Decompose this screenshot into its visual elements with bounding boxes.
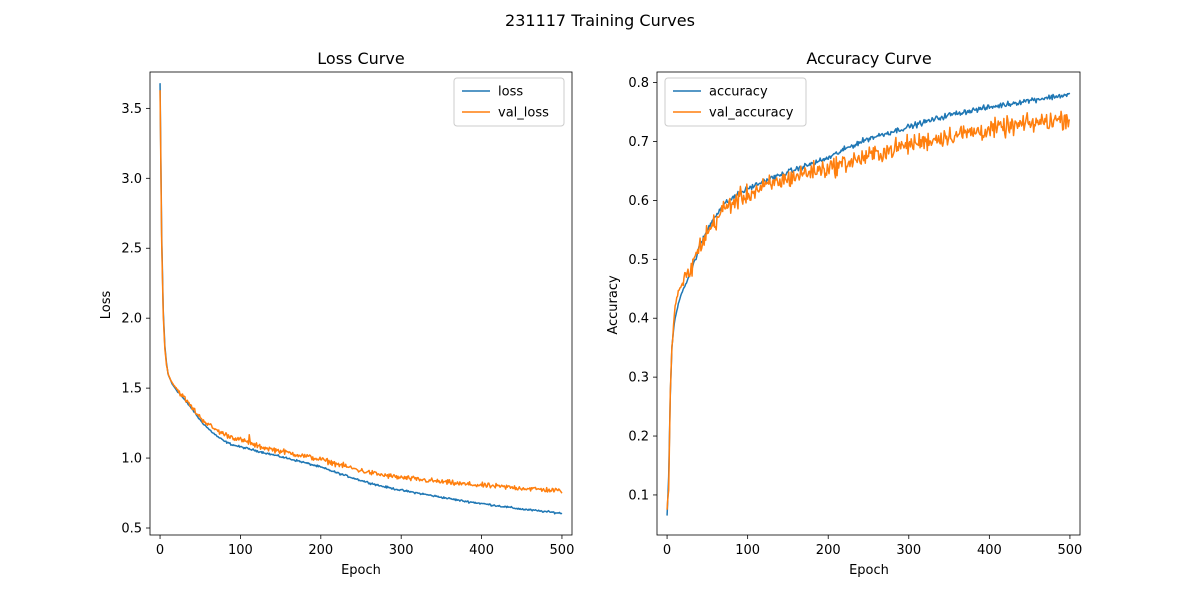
loss-legend: loss val_loss <box>453 77 565 127</box>
accuracy-y-axis-label: Accuracy <box>606 275 621 335</box>
accuracy-x-tick-label: 500 <box>1058 543 1083 558</box>
figure-title: 231117 Training Curves <box>505 11 695 30</box>
loss-x-tick-label: 0 <box>156 543 164 558</box>
accuracy-chart: Accuracy Curve Epoch Accuracy 0 100 200 300… <box>606 49 1082 578</box>
accuracy-x-tick-label: 200 <box>816 543 841 558</box>
loss-chart: Loss Curve Epoch Loss 0 100 200 300 400 500 0.… <box>99 49 574 578</box>
loss-series-val-loss <box>159 90 563 494</box>
loss-x-tick-label: 400 <box>469 543 494 558</box>
loss-legend-box <box>453 77 565 127</box>
accuracy-y-tick-label: 0.1 <box>628 488 649 503</box>
accuracy-x-tick-label: 400 <box>977 543 1002 558</box>
accuracy-chart-title: Accuracy Curve <box>806 49 931 68</box>
loss-chart-title: Loss Curve <box>317 49 404 68</box>
loss-x-tick-label: 100 <box>228 543 253 558</box>
accuracy-y-tick-label: 0.5 <box>628 253 649 268</box>
loss-y-tick-label: 1.0 <box>121 452 142 467</box>
loss-y-tick-label: 1.5 <box>121 382 142 397</box>
accuracy-plot-frame <box>656 71 1081 536</box>
accuracy-y-tick-label: 0.6 <box>628 194 649 209</box>
loss-x-axis-label: Epoch <box>341 563 381 578</box>
accuracy-y-tick-label: 0.2 <box>628 430 649 445</box>
accuracy-y-tick-label: 0.8 <box>628 76 649 91</box>
loss-y-tick-label: 0.5 <box>121 522 142 537</box>
loss-y-tick-label: 2.5 <box>121 242 142 257</box>
accuracy-y-tick-label: 0.4 <box>628 312 649 327</box>
loss-x-tick-label: 500 <box>550 543 575 558</box>
loss-y-tick-label: 3.5 <box>121 102 142 117</box>
loss-legend-label-loss: loss <box>498 85 523 100</box>
accuracy-plot-lines <box>666 92 1071 516</box>
loss-x-tick-label: 300 <box>389 543 414 558</box>
loss-plot-lines <box>159 83 563 515</box>
accuracy-legend-label-val-accuracy: val_accuracy <box>709 106 794 121</box>
loss-legend-label-val-loss: val_loss <box>498 106 549 121</box>
accuracy-legend-label-accuracy: accuracy <box>709 85 768 100</box>
accuracy-series-val-accuracy <box>666 110 1071 510</box>
loss-y-axis-label: Loss <box>99 291 114 320</box>
accuracy-x-tick-label: 300 <box>896 543 921 558</box>
accuracy-legend: accuracy val_accuracy <box>664 77 807 127</box>
accuracy-series-accuracy <box>666 92 1071 516</box>
accuracy-y-tick-label: 0.3 <box>628 371 649 386</box>
loss-plot-frame <box>149 71 573 536</box>
accuracy-x-tick-label: 100 <box>735 543 760 558</box>
accuracy-y-tick-label: 0.7 <box>628 135 649 150</box>
accuracy-legend-box <box>664 77 807 127</box>
accuracy-x-tick-label: 0 <box>663 543 671 558</box>
loss-y-tick-label: 3.0 <box>121 172 142 187</box>
loss-series-loss <box>159 83 563 515</box>
loss-x-tick-label: 200 <box>308 543 333 558</box>
accuracy-x-axis-label: Epoch <box>849 563 889 578</box>
loss-y-tick-label: 2.0 <box>121 312 142 327</box>
